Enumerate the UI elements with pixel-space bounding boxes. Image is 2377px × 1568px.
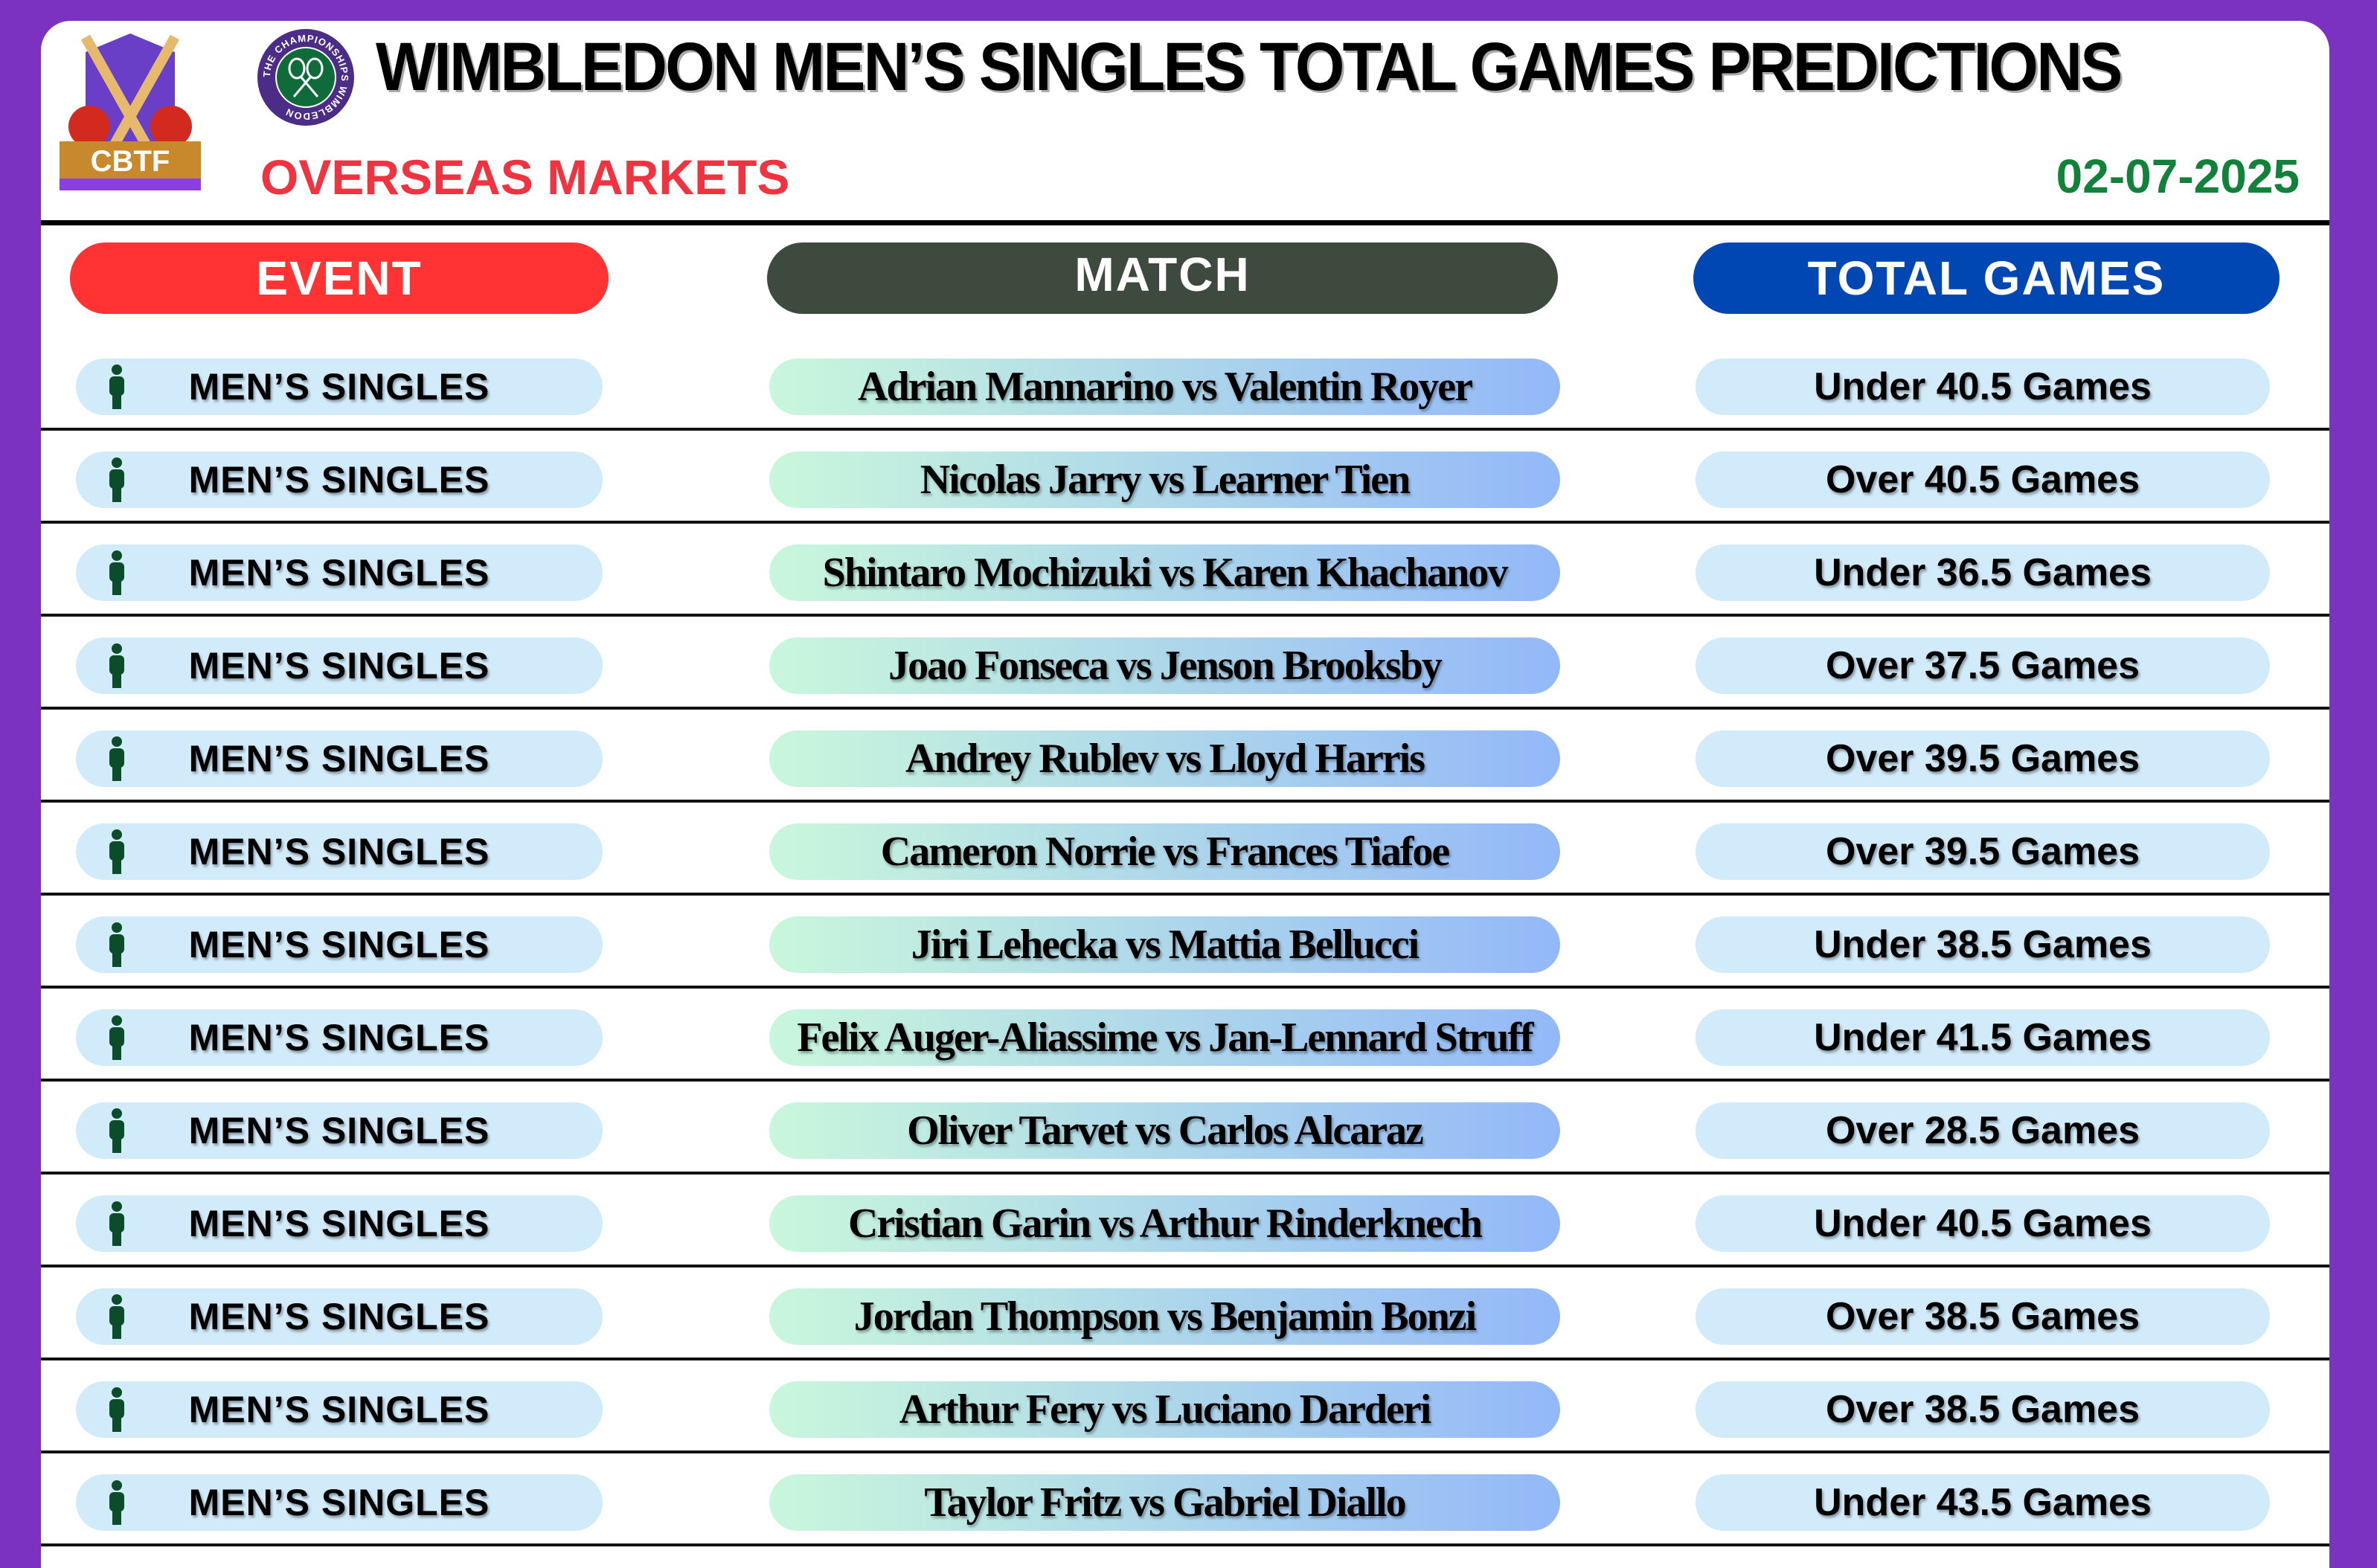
match-pill: Nicolas Jarry vs Learner Tien [769,452,1560,508]
table-row: MEN’S SINGLES Adrian Mannarino vs Valent… [41,338,2329,431]
event-header: EVENT [70,242,609,314]
match-pill: Felix Auger-Aliassime vs Jan-Lennard Str… [769,1009,1560,1066]
person-icon [109,1201,124,1246]
match-pill: Jiri Lehecka vs Mattia Bellucci [769,916,1560,973]
total-games-pill: Over 39.5 Games [1696,730,2270,787]
person-icon [109,457,124,502]
total-games-pill: Over 37.5 Games [1696,637,2270,694]
event-label: MEN’S SINGLES [188,1482,490,1523]
person-icon [109,364,124,409]
event-pill: MEN’S SINGLES [76,452,603,508]
table-row: MEN’S SINGLES Arthur Fery vs Luciano Dar… [41,1360,2329,1453]
event-pill: MEN’S SINGLES [76,1288,603,1345]
wimbledon-logo: THE CHAMPIONSHIPS WIMBLEDON [257,29,354,126]
person-icon [109,1108,124,1153]
table-row: MEN’S SINGLES Nicolas Jarry vs Learner T… [41,431,2329,524]
match-pill: Oliver Tarvet vs Carlos Alcaraz [769,1102,1560,1159]
match-pill: Jordan Thompson vs Benjamin Bonzi [769,1288,1560,1345]
page-title: WIMBLEDON MEN’S SINGLES TOTAL GAMES PRED… [376,29,2123,105]
event-label: MEN’S SINGLES [188,1110,490,1151]
event-pill: MEN’S SINGLES [76,1009,603,1066]
event-pill: MEN’S SINGLES [76,916,603,973]
match-pill: Cristian Garin vs Arthur Rinderknech [769,1195,1560,1252]
event-label: MEN’S SINGLES [188,1389,490,1430]
subtitle: OVERSEAS MARKETS [260,150,790,205]
crossed-rackets-icon [288,57,324,97]
person-icon [109,922,124,967]
table-row: MEN’S SINGLES Cameron Norrie vs Frances … [41,803,2329,896]
table-row: MEN’S SINGLES Shintaro Mochizuki vs Kare… [41,524,2329,617]
total-games-pill: Over 38.5 Games [1696,1381,2270,1438]
event-pill: MEN’S SINGLES [76,544,603,601]
match-header: MATCH [767,242,1558,314]
total-games-pill: Under 40.5 Games [1696,359,2270,415]
event-pill: MEN’S SINGLES [76,1102,603,1159]
event-pill: MEN’S SINGLES [76,1381,603,1438]
person-icon [109,643,124,688]
cbtf-logo: CBTF [60,33,201,190]
person-icon [109,1387,124,1432]
event-label: MEN’S SINGLES [188,1203,490,1244]
table-row: MEN’S SINGLES Joao Fonseca vs Jenson Bro… [41,617,2329,710]
match-pill: Arthur Fery vs Luciano Darderi [769,1381,1560,1438]
event-pill: MEN’S SINGLES [76,637,603,694]
event-label: MEN’S SINGLES [188,552,490,594]
divider [41,220,2329,225]
total-games-pill: Under 40.5 Games [1696,1195,2270,1252]
table-row: MEN’S SINGLES Oliver Tarvet vs Carlos Al… [41,1082,2329,1175]
event-pill: MEN’S SINGLES [76,1474,603,1531]
total-games-pill: Over 39.5 Games [1696,823,2270,880]
event-label: MEN’S SINGLES [188,738,490,780]
person-icon [109,736,124,781]
match-pill: Cameron Norrie vs Frances Tiafoe [769,823,1560,880]
table-row: MEN’S SINGLES Jiri Lehecka vs Mattia Bel… [41,896,2329,989]
total-games-pill: Under 38.5 Games [1696,916,2270,973]
event-pill: MEN’S SINGLES [76,823,603,880]
match-pill: Taylor Fritz vs Gabriel Diallo [769,1474,1560,1531]
match-pill: Adrian Mannarino vs Valentin Royer [769,359,1560,415]
table-row: MEN’S SINGLES Felix Auger-Aliassime vs J… [41,989,2329,1082]
event-label: MEN’S SINGLES [188,924,490,965]
person-icon [109,550,124,595]
date: 02-07-2025 [2056,150,2300,203]
person-icon [109,1294,124,1339]
match-pill: Shintaro Mochizuki vs Karen Khachanov [769,544,1560,601]
event-label: MEN’S SINGLES [188,1017,490,1058]
match-pill: Andrey Rublev vs Lloyd Harris [769,730,1560,787]
total-games-pill: Under 43.5 Games [1696,1474,2270,1531]
event-pill: MEN’S SINGLES [76,730,603,787]
event-label: MEN’S SINGLES [188,459,490,501]
total-games-header: TOTAL GAMES [1693,242,2280,314]
event-label: MEN’S SINGLES [188,831,490,873]
table-row: MEN’S SINGLES Cristian Garin vs Arthur R… [41,1175,2329,1267]
total-games-pill: Over 40.5 Games [1696,452,2270,508]
event-label: MEN’S SINGLES [188,645,490,687]
person-icon [109,1480,124,1525]
table-row: MEN’S SINGLES Jordan Thompson vs Benjami… [41,1267,2329,1360]
table-row: MEN’S SINGLES Andrey Rublev vs Lloyd Har… [41,710,2329,803]
person-icon [109,829,124,874]
match-pill: Joao Fonseca vs Jenson Brooksby [769,637,1560,694]
table-row: MEN’S SINGLES Taylor Fritz vs Gabriel Di… [41,1453,2329,1546]
total-games-pill: Over 28.5 Games [1696,1102,2270,1159]
person-icon [109,1015,124,1060]
total-games-pill: Under 41.5 Games [1696,1009,2270,1066]
event-pill: MEN’S SINGLES [76,1195,603,1252]
svg-text:CBTF: CBTF [91,145,170,178]
total-games-pill: Under 36.5 Games [1696,544,2270,601]
total-games-pill: Over 38.5 Games [1696,1288,2270,1345]
event-label: MEN’S SINGLES [188,1296,490,1337]
event-pill: MEN’S SINGLES [76,359,603,415]
event-label: MEN’S SINGLES [188,366,490,408]
